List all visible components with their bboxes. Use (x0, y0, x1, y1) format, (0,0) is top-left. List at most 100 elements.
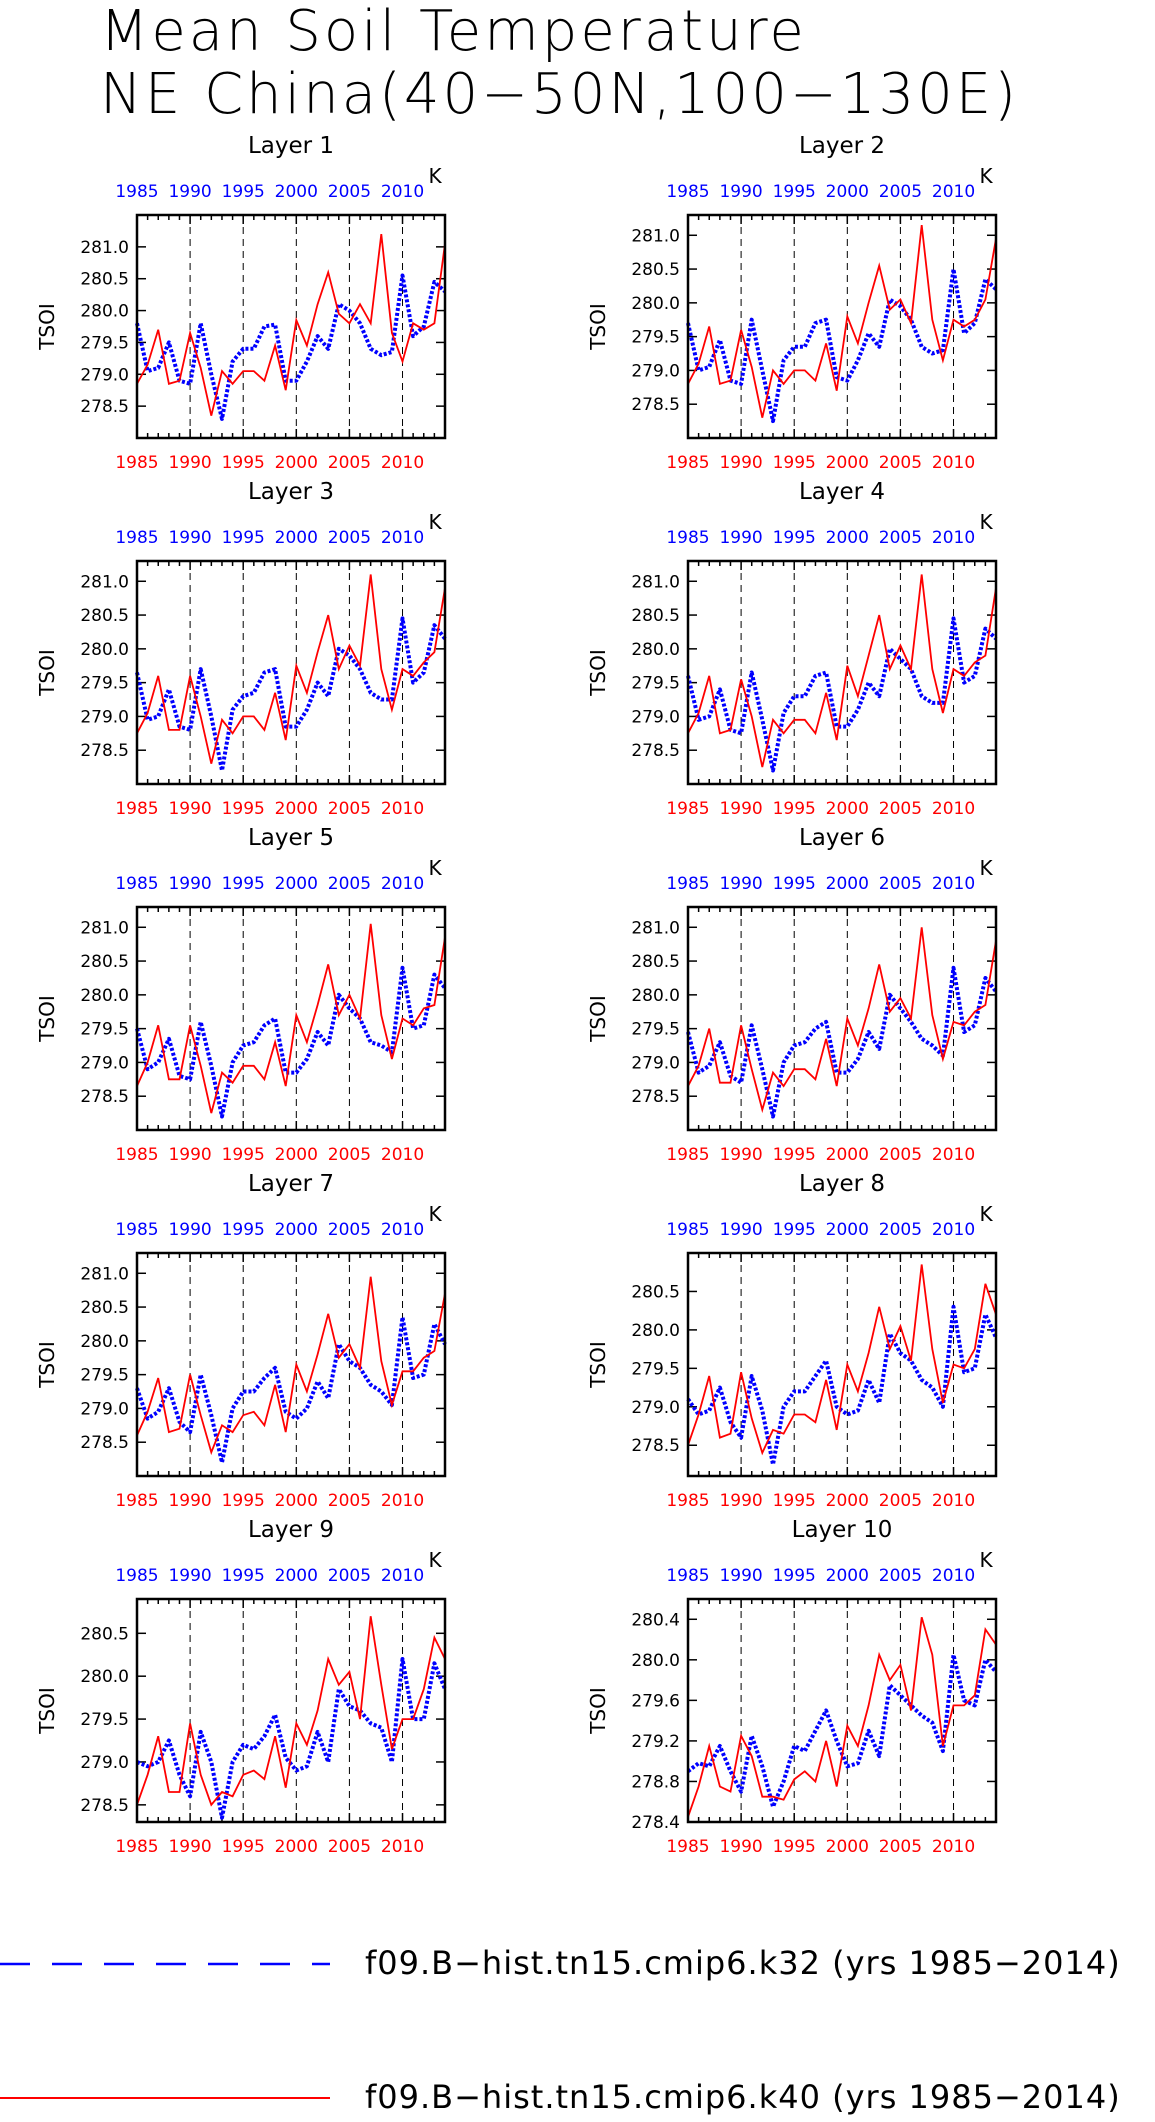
panel-5-ylabel-tick-1: 279.0 (80, 1053, 129, 1073)
panel-4-ylabel-tick-1: 279.0 (631, 707, 680, 727)
panel-10-ylabel-tick-0: 278.4 (631, 1813, 680, 1833)
panel-10-xlabel-top-1990: 1990 (719, 1566, 762, 1586)
panel-8-xlabel-top-2005: 2005 (879, 1220, 922, 1240)
panel-2-xlabel-bottom-2010: 2010 (932, 453, 975, 473)
panel-4-xlabel-bottom-2005: 2005 (879, 799, 922, 819)
panel-7-frame (135, 1251, 447, 1478)
panel-3-ylabel-tick-0: 278.5 (80, 741, 129, 761)
panel-8-xlabel-top-2010: 2010 (932, 1220, 975, 1240)
panel-7-series-k32 (135, 1315, 447, 1465)
panel-3-xlabel-top-2010: 2010 (381, 528, 424, 548)
panel-2-xlabel-bottom-1995: 1995 (773, 453, 816, 473)
panel-7-xlabel-top-1985: 1985 (115, 1220, 158, 1240)
panel-3-series-k32 (135, 616, 447, 773)
panel-3-xlabel-top-1985: 1985 (115, 528, 158, 548)
panel-2-xlabel-bottom-2000: 2000 (826, 453, 869, 473)
panel-2-ylabel-tick-1: 279.0 (631, 361, 680, 381)
panel-10-xlabel-bottom-1990: 1990 (719, 1837, 762, 1857)
panel-1-ylabel-tick-2: 279.5 (80, 333, 129, 353)
panel-1-series-k40 (136, 233, 446, 416)
panel-8-ylabel-tick-0: 278.5 (631, 1436, 680, 1456)
panel-9-xlabel-top-2000: 2000 (275, 1566, 318, 1586)
title-line-1: Mean Soil Temperature (100, 0, 807, 64)
panel-9-ylabel-tick-0: 278.5 (80, 1796, 129, 1816)
panel-6-series-k32 (686, 965, 998, 1119)
panel-5-xlabel-top-1990: 1990 (168, 874, 211, 894)
panel-4-xlabel-bottom-1990: 1990 (719, 799, 762, 819)
chart-title: Mean Soil Temperature NE China(40−50N,10… (100, 0, 1019, 126)
panel-7-ylabel-tick-5: 281.0 (80, 1264, 129, 1284)
panel-1-xlabel-top-1985: 1985 (115, 182, 158, 202)
panel-5-xlabel-top-2000: 2000 (275, 874, 318, 894)
panel-5-xlabel-bottom-1995: 1995 (222, 1145, 265, 1165)
panel-2-xlabel-top-2000: 2000 (826, 182, 869, 202)
panel-4-xlabel-top-1990: 1990 (719, 528, 762, 548)
panel-7-units: K (428, 1202, 442, 1226)
panel-3-xlabel-bottom-2010: 2010 (381, 799, 424, 819)
panel-5-title: Layer 5 (248, 825, 334, 851)
panel-9-units: K (428, 1548, 442, 1572)
panel-3-xlabel-top-2005: 2005 (328, 528, 371, 548)
panel-3-ylabel: TSOI (35, 649, 59, 697)
panel-5-ylabel-tick-3: 280.0 (80, 986, 129, 1006)
legend-label-2: f09.B−hist.tn15.cmip6.k40 (yrs 1985−2014… (365, 2078, 1121, 2116)
panel-8-xlabel-top-1990: 1990 (719, 1220, 762, 1240)
panel-9-frame (135, 1597, 447, 1824)
panel-6-xlabel-bottom-1995: 1995 (773, 1145, 816, 1165)
panel-7-xlabel-bottom-2005: 2005 (328, 1491, 371, 1511)
panel-5-xlabel-bottom-1990: 1990 (168, 1145, 211, 1165)
panel-2-units: K (979, 164, 993, 188)
panel-2-title: Layer 2 (799, 133, 885, 159)
panel-1-ylabel-tick-1: 279.0 (80, 365, 129, 385)
panel-6-xlabel-bottom-1990: 1990 (719, 1145, 762, 1165)
panel-10-ylabel-tick-3: 279.6 (631, 1691, 680, 1711)
panel-1-xlabel-top-2005: 2005 (328, 182, 371, 202)
panel-9-ylabel-tick-1: 279.0 (80, 1753, 129, 1773)
panel-2-xlabel-top-1990: 1990 (719, 182, 762, 202)
panel-2-xlabel-top-2010: 2010 (932, 182, 975, 202)
panel-2-xlabel-top-1985: 1985 (666, 182, 709, 202)
panel-8-frame (686, 1251, 998, 1478)
panel-7-ylabel-tick-0: 278.5 (80, 1433, 129, 1453)
panel-7-ylabel-tick-4: 280.5 (80, 1298, 129, 1318)
panel-10-series-k32 (686, 1652, 998, 1809)
panel-8-xlabel-top-1995: 1995 (773, 1220, 816, 1240)
title-line-2: NE China(40−50N,100−130E) (100, 62, 1019, 127)
panel-8-series-k40 (687, 1264, 997, 1456)
panel-4-ylabel-tick-5: 281.0 (631, 572, 680, 592)
panel-3-xlabel-bottom-1985: 1985 (115, 799, 158, 819)
panel-6-series-k40 (687, 927, 997, 1114)
panel-5-ylabel-tick-0: 278.5 (80, 1087, 129, 1107)
panel-3-series-k40 (136, 574, 446, 764)
panel-6-units: K (979, 856, 993, 880)
panel-1-xlabel-bottom-2000: 2000 (275, 453, 318, 473)
panel-7-xlabel-top-2000: 2000 (275, 1220, 318, 1240)
panel-4-ylabel-tick-2: 279.5 (631, 674, 680, 694)
panel-5-xlabel-bottom-2000: 2000 (275, 1145, 318, 1165)
panel-1-xlabel-top-1995: 1995 (222, 182, 265, 202)
panel-7-xlabel-top-1995: 1995 (222, 1220, 265, 1240)
panel-3-ylabel-tick-4: 280.5 (80, 606, 129, 626)
panel-6-ylabel-tick-1: 279.0 (631, 1053, 680, 1073)
panel-8-title: Layer 8 (799, 1171, 885, 1197)
panel-6-xlabel-bottom-1985: 1985 (666, 1145, 709, 1165)
panel-7-xlabel-bottom-1990: 1990 (168, 1491, 211, 1511)
panel-5-ylabel-tick-5: 281.0 (80, 918, 129, 938)
panel-3-xlabel-bottom-1990: 1990 (168, 799, 211, 819)
panel-10-xlabel-bottom-1995: 1995 (773, 1837, 816, 1857)
panel-4-xlabel-bottom-2010: 2010 (932, 799, 975, 819)
panel-2-xlabel-bottom-1990: 1990 (719, 453, 762, 473)
panel-9-xlabel-top-2010: 2010 (381, 1566, 424, 1586)
panel-5-series-k40 (136, 923, 446, 1114)
panel-6-ylabel-tick-3: 280.0 (631, 986, 680, 1006)
panel-7-xlabel-top-2010: 2010 (381, 1220, 424, 1240)
panel-3-xlabel-bottom-2000: 2000 (275, 799, 318, 819)
panel-1-xlabel-top-1990: 1990 (168, 182, 211, 202)
panel-10-xlabel-bottom-1985: 1985 (666, 1837, 709, 1857)
panel-6-xlabel-bottom-2000: 2000 (826, 1145, 869, 1165)
panel-8-xlabel-top-1985: 1985 (666, 1220, 709, 1240)
panel-8-xlabel-bottom-1990: 1990 (719, 1491, 762, 1511)
panel-5-series-k32 (135, 965, 447, 1119)
panel-6-xlabel-top-1985: 1985 (666, 874, 709, 894)
panel-7-xlabel-bottom-1995: 1995 (222, 1491, 265, 1511)
